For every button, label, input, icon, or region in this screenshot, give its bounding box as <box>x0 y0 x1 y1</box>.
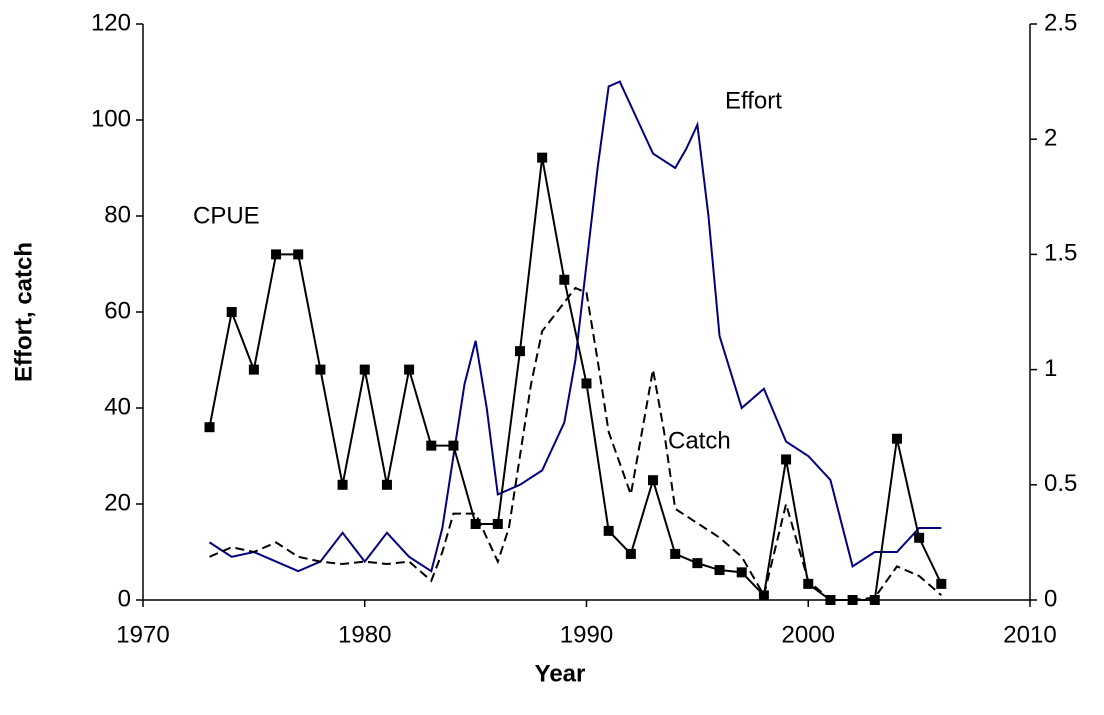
marker <box>271 249 282 260</box>
x-axis-label: Year <box>535 660 586 687</box>
annotation: Catch <box>668 427 731 454</box>
y-tick-label: 80 <box>104 201 131 228</box>
y2-tick-label: 1 <box>1044 355 1057 382</box>
marker <box>404 364 415 375</box>
y-axis-label: Effort, catch <box>10 242 37 382</box>
marker <box>825 595 836 605</box>
marker <box>692 558 703 569</box>
marker <box>581 378 592 389</box>
x-tick-label: 2000 <box>782 621 835 648</box>
y-tick-label: 100 <box>91 105 131 132</box>
marker <box>426 440 437 451</box>
annotation: CPUE <box>193 202 260 229</box>
marker <box>603 525 614 536</box>
marker <box>781 454 792 465</box>
x-tick-label: 2010 <box>1003 621 1056 648</box>
marker <box>670 548 681 559</box>
y-tick-label: 120 <box>91 9 131 36</box>
annotation: Effort <box>725 87 782 114</box>
series-line <box>209 286 942 601</box>
x-tick-label: 1990 <box>560 621 613 648</box>
marker <box>714 565 725 576</box>
marker <box>648 475 659 486</box>
y2-tick-label: 0.5 <box>1044 470 1077 497</box>
marker <box>381 479 392 490</box>
y-tick-label: 40 <box>104 393 131 420</box>
marker <box>758 590 769 601</box>
y-tick-label: 60 <box>104 297 131 324</box>
marker <box>537 152 548 163</box>
y2-tick-label: 1.5 <box>1044 240 1077 267</box>
marker <box>514 346 525 357</box>
marker <box>891 433 902 444</box>
y-tick-label: 20 <box>104 489 131 516</box>
marker <box>492 518 503 529</box>
x-tick-label: 1980 <box>338 621 391 648</box>
marker <box>559 274 570 285</box>
marker <box>914 532 925 543</box>
marker <box>736 567 747 578</box>
marker <box>470 518 481 529</box>
marker <box>803 578 814 589</box>
marker <box>226 307 237 317</box>
marker <box>204 422 215 433</box>
marker <box>293 249 304 260</box>
y2-tick-label: 0 <box>1044 585 1057 612</box>
marker <box>359 364 370 375</box>
marker <box>315 364 326 375</box>
series-line <box>208 80 942 573</box>
marker <box>625 548 636 559</box>
marker <box>869 595 880 605</box>
marker <box>936 578 947 589</box>
series-line <box>208 157 943 601</box>
marker <box>448 440 459 451</box>
marker <box>847 595 858 605</box>
x-tick-label: 1970 <box>116 621 169 648</box>
y2-tick-label: 2.5 <box>1044 9 1077 36</box>
y-tick-label: 0 <box>118 585 131 612</box>
marker <box>248 364 259 375</box>
y2-tick-label: 2 <box>1044 125 1057 152</box>
marker <box>337 479 348 490</box>
